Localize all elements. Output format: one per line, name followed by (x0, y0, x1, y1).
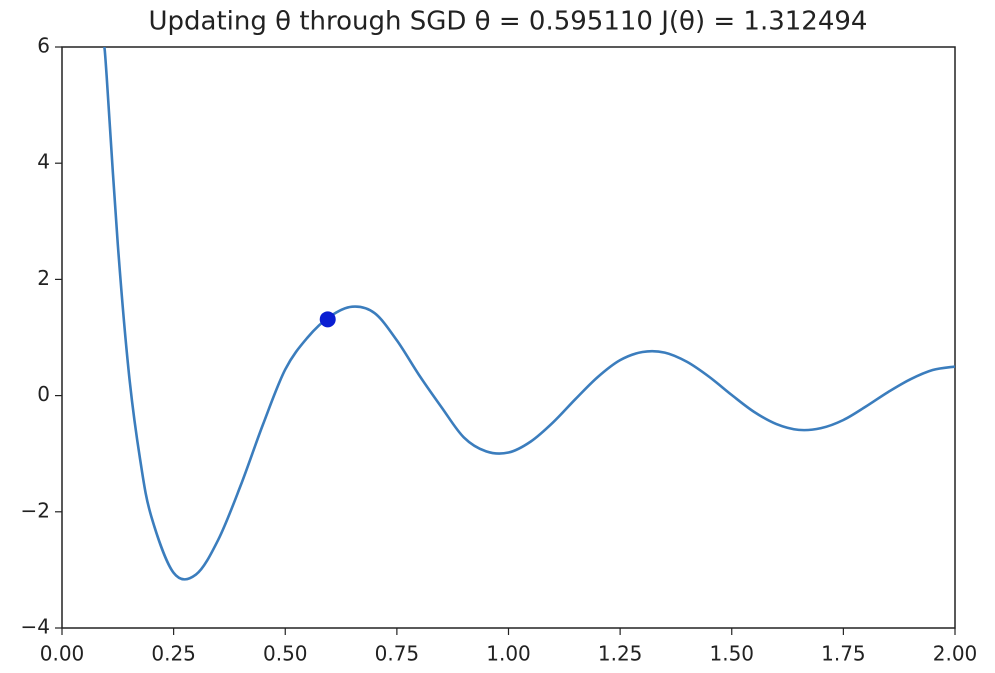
x-tick-label: 0.50 (263, 642, 308, 666)
y-tick-label: 4 (37, 150, 50, 174)
y-tick-label: 0 (37, 382, 50, 406)
x-tick-label: 0.75 (375, 642, 420, 666)
y-tick-label: −2 (21, 498, 50, 522)
y-tick-label: −4 (21, 615, 50, 639)
y-tick-label: 2 (37, 266, 50, 290)
y-tick-label: 6 (37, 34, 50, 58)
x-tick-label: 0.25 (151, 642, 196, 666)
x-tick-label: 1.00 (486, 642, 531, 666)
current-point (319, 311, 336, 328)
x-tick-label: 1.50 (709, 642, 754, 666)
x-tick-label: 1.25 (598, 642, 643, 666)
plot-frame (61, 46, 956, 629)
x-tick-label: 0.00 (40, 642, 85, 666)
x-tick-label: 1.75 (821, 642, 866, 666)
chart-title: Updating θ through SGD θ = 0.595110 J(θ)… (149, 7, 868, 37)
x-tick-label: 2.00 (933, 642, 978, 666)
line-series (103, 47, 955, 581)
